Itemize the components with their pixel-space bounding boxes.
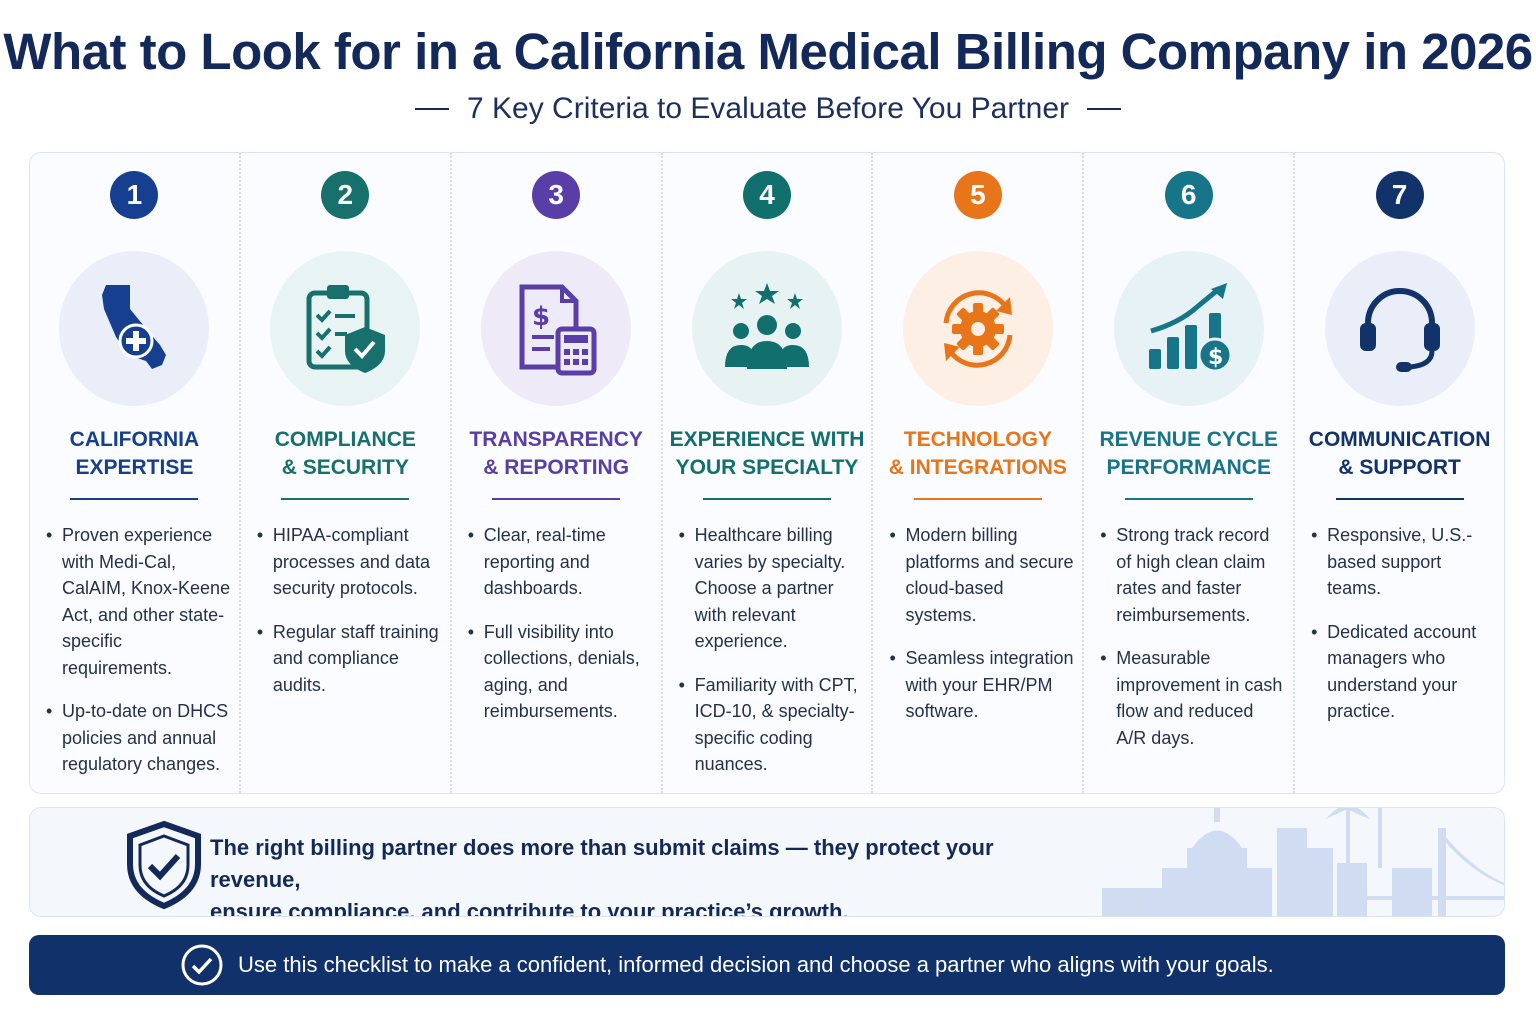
list-item: Proven experience with Medi-Cal, CalAIM,… [46,522,231,681]
criteria-bullets: Modern billing platforms and secure clou… [873,522,1082,725]
criteria-number: 3 [532,171,581,219]
cta-banner: Use this checklist to make a confident, … [29,935,1505,995]
criteria-card-communication-support: 7 COMMUNICATION & SUPPORT Responsive, U.… [1293,153,1504,793]
criteria-title-line1: CALIFORNIA [69,428,200,451]
list-item: Modern billing platforms and secure clou… [889,522,1074,628]
criteria-title: COMPLIANCE & SECURITY [241,426,450,482]
criteria-card-transparency-reporting: 3 $ TRANSPARENCY & REPORTING Clear, real… [449,153,661,793]
criteria-divider [703,498,831,500]
criteria-divider [281,498,410,500]
list-item: Seamless integration with your EHR/PM so… [889,645,1074,725]
svg-text:$: $ [1208,345,1223,370]
subtitle-rule-left [414,108,449,110]
clipboard-shield-icon [270,251,421,406]
criteria-number: 5 [953,171,1002,219]
criteria-title-line2: & INTEGRATIONS [888,456,1067,479]
list-item: HIPAA-compliant processes and data secur… [257,522,442,602]
criteria-divider [70,498,199,500]
criteria-title-line2: & SECURITY [281,456,409,479]
list-item: Healthcare billing varies by specialty. … [679,522,864,655]
criteria-divider [1124,498,1253,500]
list-item: Measurable improvement in cash flow and … [1100,645,1285,751]
criteria-title: COMMUNICATION & SUPPORT [1295,426,1504,482]
list-item: Responsive, U.S.-based support teams. [1311,522,1496,602]
criteria-title: TRANSPARENCY & REPORTING [452,426,661,482]
california-map-icon [59,251,210,406]
criteria-bullets: HIPAA-compliant processes and data secur… [241,522,450,698]
page-title: What to Look for in a California Medical… [3,23,1533,80]
invoice-calculator-icon: $ [481,251,632,406]
criteria-title-line2: & SUPPORT [1338,456,1461,479]
key-takeaway-panel: The right billing partner does more than… [29,807,1505,917]
criteria-title-line2: EXPERTISE [75,456,194,479]
criteria-title-line2: YOUR SPECIALTY [675,456,859,479]
criteria-bullets: Healthcare billing varies by specialty. … [663,522,872,778]
criteria-card-technology-integrations: 5 T [871,153,1082,793]
criteria-title: TECHNOLOGY & INTEGRATIONS [873,426,1082,482]
criteria-title-line2: & REPORTING [483,456,630,479]
criteria-title-line1: TECHNOLOGY [903,428,1052,451]
criteria-title-line1: TRANSPARENCY [469,428,643,451]
list-item: Up-to-date on DHCS policies and annual r… [46,698,231,778]
criteria-title-line2: PERFORMANCE [1106,456,1271,479]
list-item: Dedicated account managers who understan… [1311,619,1496,725]
check-circle-icon [181,944,223,986]
criteria-title-line1: REVENUE CYCLE [1099,428,1278,451]
takeaway-line1: The right billing partner does more than… [210,835,994,892]
team-stars-icon [692,251,842,406]
criteria-card-specialty-experience: 4 EXPERIENCE WITH YOUR SPECIALTY Healthc… [660,153,872,793]
criteria-card-revenue-cycle: 6 $ REVENUE CYCLE PERFORMANCE Strong tra… [1082,153,1293,793]
criteria-bullets: Strong track record of high clean claim … [1084,522,1293,751]
takeaway-text: The right billing partner does more than… [210,832,1090,917]
page-subtitle: 7 Key Criteria to Evaluate Before You Pa… [466,92,1070,125]
california-skyline-illustration [1102,808,1504,916]
criteria-number: 1 [110,171,159,219]
shield-check-icon [127,820,201,910]
subtitle-rule-right [1087,108,1122,110]
cta-text: Use this checklist to make a confident, … [238,952,1274,977]
criteria-title: CALIFORNIA EXPERTISE [30,426,239,482]
criteria-title-line1: COMMUNICATION [1308,428,1491,451]
criteria-divider [492,498,621,500]
criteria-number: 7 [1375,171,1424,219]
svg-text:$: $ [532,302,550,332]
criteria-bullets: Proven experience with Medi-Cal, CalAIM,… [30,522,239,778]
criteria-cards: 1 CALIFORNIA EXPERTISE Proven experience… [29,152,1505,794]
criteria-title-line1: EXPERIENCE WITH [669,428,865,451]
criteria-bullets: Responsive, U.S.-based support teams. De… [1295,522,1504,725]
growth-chart-icon: $ [1113,251,1264,406]
criteria-bullets: Clear, real-time reporting and dashboard… [452,522,661,725]
criteria-number: 6 [1164,171,1213,219]
criteria-number: 2 [321,171,370,219]
criteria-title: EXPERIENCE WITH YOUR SPECIALTY [663,426,872,482]
criteria-title: REVENUE CYCLE PERFORMANCE [1084,426,1293,482]
criteria-card-california-expertise: 1 CALIFORNIA EXPERTISE Proven experience… [30,153,239,793]
subtitle-row: 7 Key Criteria to Evaluate Before You Pa… [0,92,1536,126]
criteria-divider [1335,498,1464,500]
headset-icon [1324,251,1475,406]
criteria-number: 4 [743,171,791,219]
takeaway-line2: ensure compliance, and contribute to you… [210,899,849,917]
criteria-title-line1: COMPLIANCE [274,428,416,451]
list-item: Strong track record of high clean claim … [1100,522,1285,628]
list-item: Familiarity with CPT, ICD-10, & specialt… [679,672,864,778]
list-item: Clear, real-time reporting and dashboard… [468,522,653,602]
list-item: Regular staff training and compliance au… [257,619,442,699]
criteria-divider [913,498,1042,500]
criteria-card-compliance-security: 2 COMPLIANCE & SECURITY HIPAA-compliant … [238,153,450,793]
list-item: Full visibility into collections, denial… [468,619,653,725]
gear-sync-icon [902,251,1053,406]
